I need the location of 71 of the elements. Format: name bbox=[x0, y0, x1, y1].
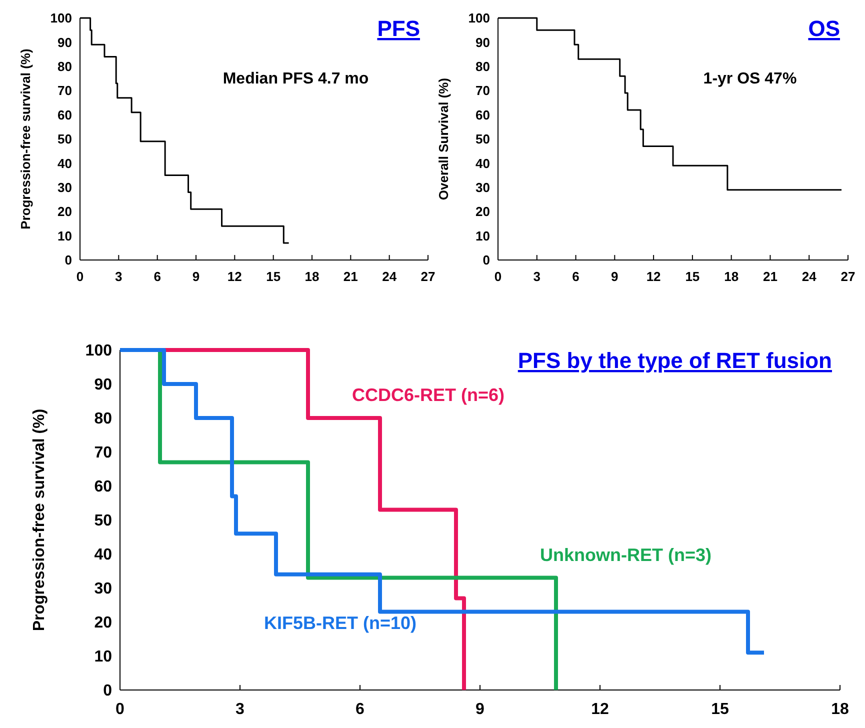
y-tick-label: 100 bbox=[85, 342, 112, 360]
chart-title: PFS bbox=[377, 16, 420, 41]
x-tick-label: 3 bbox=[115, 269, 122, 284]
series-label: Unknown-RET (n=3) bbox=[540, 544, 712, 565]
y-tick-label: 0 bbox=[482, 252, 490, 268]
x-tick-label: 9 bbox=[611, 269, 618, 284]
y-tick-label: 100 bbox=[50, 10, 72, 26]
x-tick-label: 12 bbox=[227, 269, 242, 284]
y-tick-label: 60 bbox=[94, 478, 112, 496]
y-tick-label: 90 bbox=[476, 34, 490, 50]
y-tick-label: 10 bbox=[58, 228, 72, 244]
y-tick-label: 50 bbox=[94, 512, 112, 530]
y-tick-label: 80 bbox=[476, 58, 490, 74]
y-axis-title: Progression-free survival (%) bbox=[18, 48, 33, 230]
y-tick-label: 70 bbox=[58, 83, 72, 98]
y-tick-label: 0 bbox=[64, 252, 72, 268]
annotation: Median PFS 4.7 mo bbox=[222, 70, 369, 88]
x-tick-label: 24 bbox=[382, 269, 398, 284]
x-tick-label: 3 bbox=[533, 269, 541, 284]
y-tick-label: 20 bbox=[94, 614, 112, 632]
y-tick-label: 40 bbox=[94, 546, 112, 564]
series-label: CCDC6-RET (n=6) bbox=[352, 385, 505, 405]
x-tick-label: 15 bbox=[685, 269, 700, 284]
x-tick-label: 9 bbox=[192, 269, 200, 284]
y-tick-label: 80 bbox=[94, 410, 112, 428]
y-tick-label: 100 bbox=[468, 10, 490, 26]
x-tick-label: 12 bbox=[646, 269, 661, 284]
x-tick-label: 12 bbox=[591, 701, 609, 718]
y-tick-label: 30 bbox=[94, 580, 112, 598]
x-tick-label: 24 bbox=[802, 269, 818, 284]
x-tick-label: 21 bbox=[343, 269, 358, 284]
y-tick-label: 90 bbox=[94, 376, 112, 394]
x-tick-label: 18 bbox=[724, 269, 739, 284]
x-tick-label: 27 bbox=[420, 269, 436, 284]
y-tick-label: 60 bbox=[58, 107, 72, 122]
y-tick-label: 40 bbox=[58, 156, 72, 171]
y-tick-label: 30 bbox=[476, 180, 490, 195]
y-tick-label: 20 bbox=[476, 204, 490, 220]
x-tick-label: 18 bbox=[304, 269, 320, 284]
chart-title: PFS by the type of RET fusion bbox=[518, 348, 832, 373]
y-tick-label: 30 bbox=[58, 180, 72, 195]
annotation: 1-yr OS 47% bbox=[703, 70, 797, 88]
x-tick-label: 0 bbox=[116, 701, 125, 718]
y-tick-label: 10 bbox=[476, 228, 490, 244]
y-axis-title: Overall Survival (%) bbox=[436, 78, 451, 200]
y-tick-label: 10 bbox=[94, 648, 112, 666]
y-tick-label: 70 bbox=[476, 83, 490, 98]
x-tick-label: 6 bbox=[572, 269, 580, 284]
y-tick-label: 70 bbox=[94, 444, 112, 462]
y-tick-label: 50 bbox=[58, 132, 72, 147]
y-tick-label: 60 bbox=[476, 107, 490, 122]
y-tick-label: 40 bbox=[476, 156, 490, 171]
x-tick-label: 0 bbox=[76, 269, 84, 284]
x-tick-label: 15 bbox=[266, 269, 281, 284]
x-tick-label: 15 bbox=[711, 701, 729, 718]
x-tick-label: 6 bbox=[154, 269, 161, 284]
x-tick-label: 3 bbox=[236, 701, 245, 718]
series-label: KIF5B-RET (n=10) bbox=[264, 612, 417, 633]
y-tick-label: 90 bbox=[58, 34, 72, 50]
chart-title: OS bbox=[808, 16, 840, 41]
y-tick-label: 80 bbox=[58, 58, 72, 74]
y-tick-label: 0 bbox=[103, 682, 112, 700]
y-axis-title: Progression-free survival (%) bbox=[31, 408, 48, 632]
y-tick-label: 50 bbox=[476, 132, 490, 147]
x-tick-label: 6 bbox=[356, 701, 365, 718]
x-tick-label: 9 bbox=[476, 701, 485, 718]
x-tick-label: 0 bbox=[494, 269, 502, 284]
y-tick-label: 20 bbox=[58, 204, 72, 220]
x-tick-label: 21 bbox=[762, 269, 778, 284]
x-tick-label: 27 bbox=[840, 269, 856, 284]
x-tick-label: 18 bbox=[831, 701, 849, 718]
